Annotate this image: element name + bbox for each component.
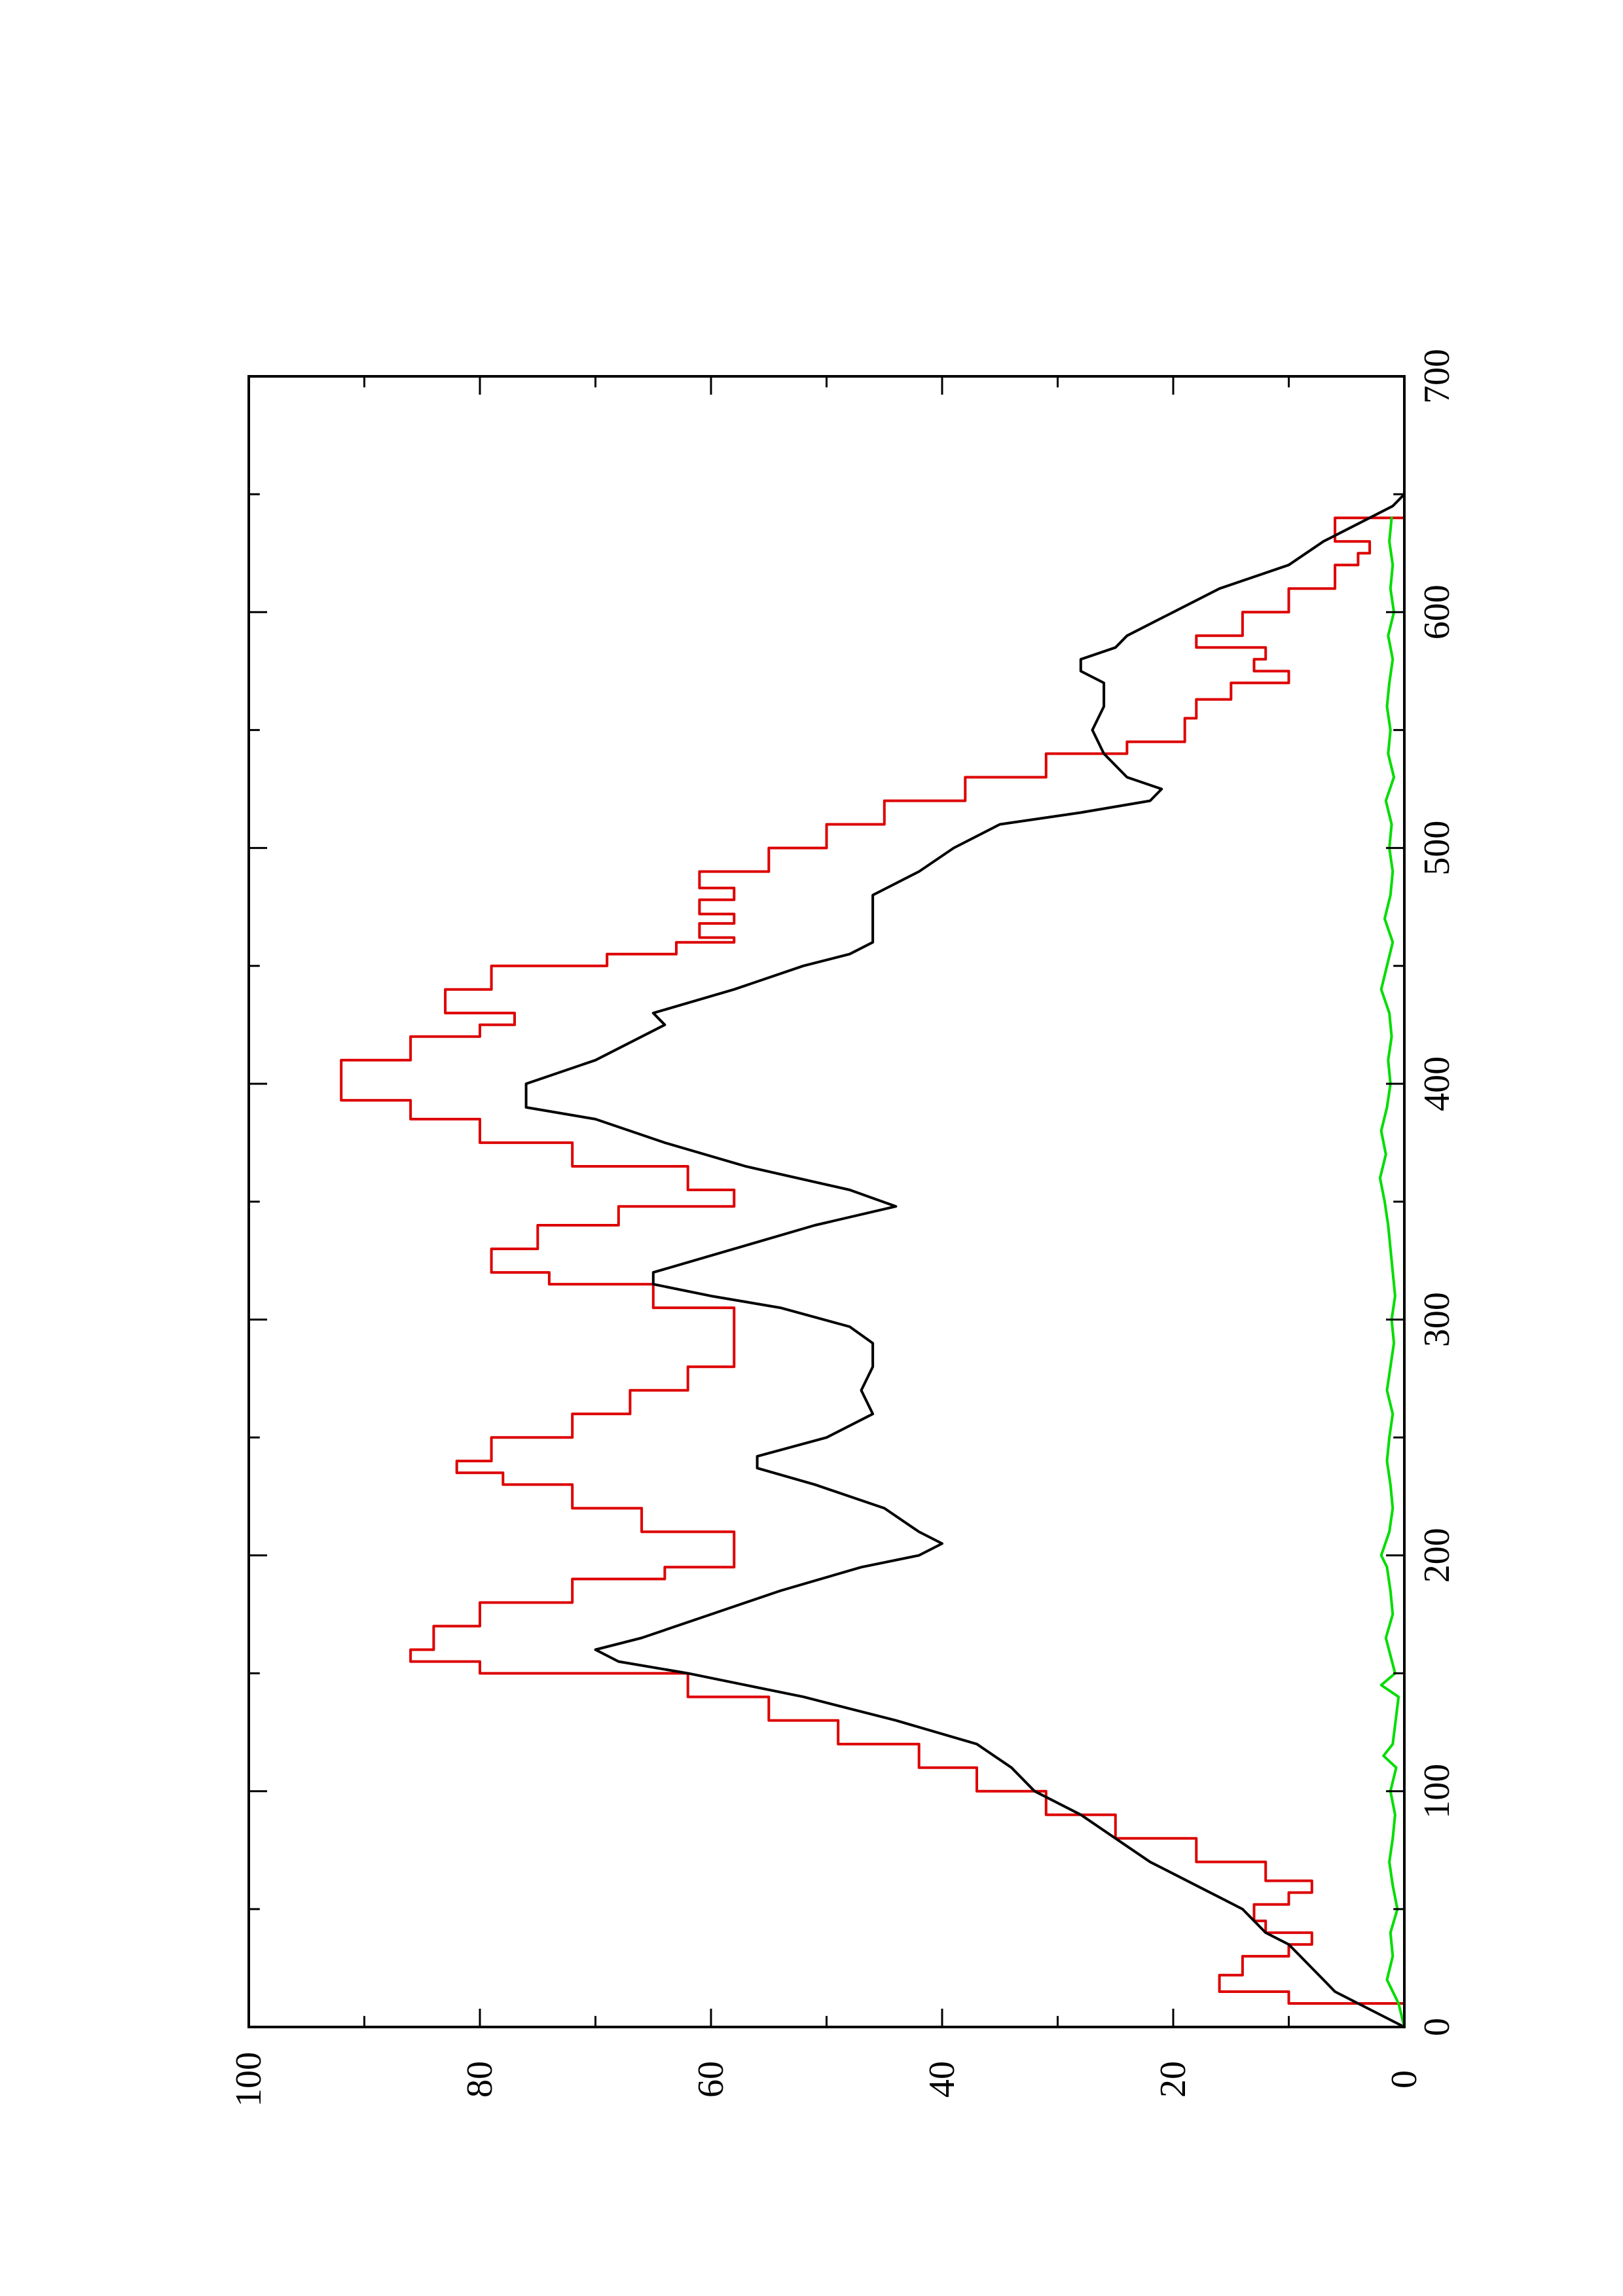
series-line-3 <box>1378 516 1406 2028</box>
x-tick-label: 0 <box>1417 2018 1457 2036</box>
y-tick-label: 20 <box>1153 2061 1194 2098</box>
axis-ticks <box>247 375 1406 2028</box>
y-tick-label: 100 <box>228 2052 269 2107</box>
x-tick-label: 500 <box>1417 821 1457 876</box>
x-tick-label: 700 <box>1417 349 1457 404</box>
x-tick-label: 200 <box>1417 1528 1457 1583</box>
series-line-2 <box>524 493 1406 2028</box>
series-line-1 <box>340 516 1406 2028</box>
y-tick-label: 60 <box>691 2061 731 2098</box>
x-tick-label: 300 <box>1417 1292 1457 1347</box>
y-tick-label: 80 <box>460 2061 500 2098</box>
tick-labels: 0 100 200 300 400 500 600 700 0 20 40 60 80 100 <box>228 349 1457 2107</box>
y-tick-label: 0 <box>1384 2070 1425 2089</box>
x-tick-label: 100 <box>1417 1764 1457 1819</box>
y-tick-label: 40 <box>922 2061 962 2098</box>
plot-area <box>340 493 1406 2028</box>
x-tick-label: 600 <box>1417 584 1457 639</box>
x-tick-label: 400 <box>1417 1056 1457 1111</box>
